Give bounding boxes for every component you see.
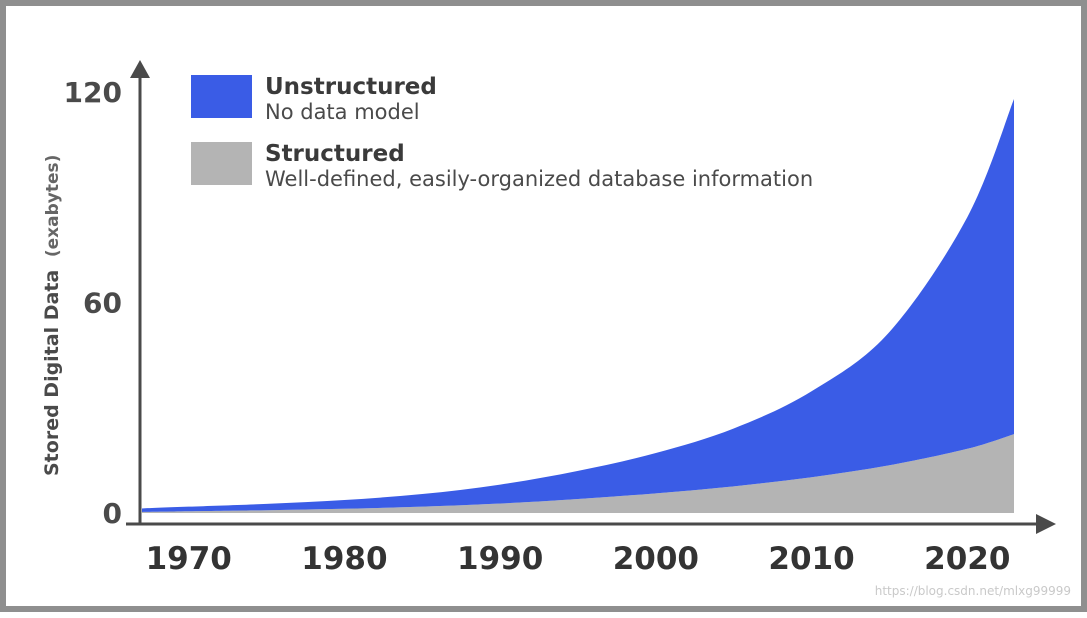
chart-svg: 0 60 120 1970 1980 1990 2000 2010 2020 Stored Di… (41, 60, 1056, 577)
y-axis-unit: (exabytes) (43, 155, 63, 258)
y-tick-label: 0 (103, 497, 122, 530)
y-tick-label: 120 (64, 76, 122, 109)
legend-swatch (191, 75, 252, 118)
x-tick-label: 1970 (146, 541, 232, 577)
y-axis-title: Stored Digital Data (exabytes) (41, 155, 63, 476)
legend-name: Structured (265, 141, 405, 167)
x-tick-label: 2020 (924, 541, 1010, 577)
area-unstructured (142, 99, 1014, 512)
axes (126, 60, 1056, 534)
tick-labels: 0 60 120 1970 1980 1990 2000 2010 2020 (64, 76, 1011, 577)
watermark: https://blog.csdn.net/mlxg99999 (874, 584, 1071, 598)
x-axis-arrow-icon (1036, 514, 1056, 534)
y-axis-label: Stored Digital Data (41, 270, 63, 476)
legend-description: No data model (265, 100, 420, 124)
x-tick-label: 2010 (768, 541, 854, 577)
y-axis-arrow-icon (130, 60, 150, 78)
legend-name: Unstructured (265, 74, 437, 100)
legend-description: Well-defined, easily-organized database … (265, 167, 813, 191)
x-tick-label: 1990 (457, 541, 543, 577)
legend-swatch (191, 142, 252, 185)
stacked-areas (142, 99, 1014, 513)
area-structured (142, 434, 1014, 513)
y-tick-label: 60 (83, 287, 122, 320)
x-tick-label: 2000 (613, 541, 699, 577)
x-tick-label: 1980 (301, 541, 387, 577)
